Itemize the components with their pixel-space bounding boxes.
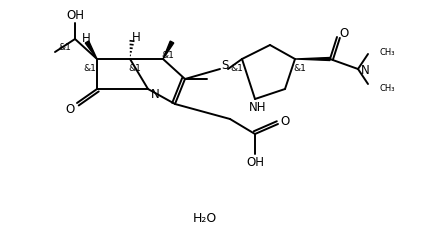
Text: CH₃: CH₃ [380, 47, 396, 56]
Polygon shape [163, 42, 174, 60]
Text: H: H [82, 32, 91, 44]
Polygon shape [85, 42, 97, 60]
Text: S: S [221, 58, 229, 71]
Text: &1: &1 [294, 63, 306, 72]
Text: NH: NH [249, 100, 267, 113]
Text: &1: &1 [129, 63, 141, 72]
Text: &1: &1 [84, 63, 96, 72]
Text: CH₃: CH₃ [380, 83, 396, 92]
Text: &1: &1 [162, 50, 174, 59]
Text: &1: &1 [58, 42, 71, 51]
Text: O: O [339, 26, 349, 39]
Text: O: O [66, 102, 74, 115]
Polygon shape [295, 58, 330, 61]
Text: N: N [361, 63, 369, 76]
Text: O: O [280, 114, 290, 127]
Text: N: N [151, 87, 159, 100]
Text: &1: &1 [231, 63, 244, 72]
Text: H₂O: H₂O [193, 211, 217, 224]
Text: OH: OH [246, 155, 264, 168]
Text: OH: OH [66, 9, 84, 21]
Text: H: H [132, 30, 140, 43]
